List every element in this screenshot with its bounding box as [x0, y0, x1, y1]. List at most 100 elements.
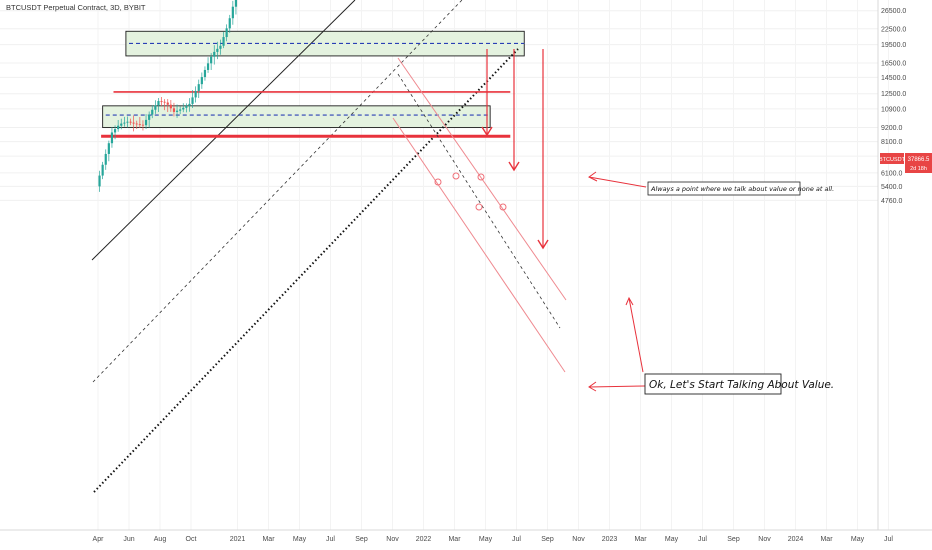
value-zone-box — [102, 105, 491, 129]
candle-body — [160, 101, 163, 102]
candle-body — [219, 45, 222, 49]
symbol-price-badge: BTCUSDT 37866.5 2d 18h — [879, 153, 932, 173]
callout-pointer-line — [588, 385, 646, 388]
time-axis[interactable]: Apr Jun Aug Oct 2021 Mar May Jul Sep Nov 2022 Mar Ma… — [93, 536, 894, 543]
candle-body — [172, 108, 176, 112]
target-arrow-head — [508, 161, 520, 172]
candle-body — [101, 164, 104, 176]
candle-body — [98, 175, 101, 187]
time-tick-label: Apr — [93, 536, 105, 543]
horizontal-levels — [101, 42, 525, 138]
time-tick-label: 2022 — [416, 536, 432, 543]
time-tick-label: Nov — [572, 536, 585, 543]
time-tick-label: Sep — [541, 536, 554, 543]
price-tick-label: 9200.0 — [881, 125, 903, 132]
candle-body — [203, 69, 207, 78]
symbol-badge-box — [880, 153, 904, 164]
time-tick-label: May — [851, 536, 865, 543]
price-tick-label: 6100.0 — [881, 170, 903, 177]
descending-channel-upper — [397, 57, 567, 301]
price-tick-label: 16500.0 — [881, 61, 906, 68]
time-tick-label: 2023 — [602, 536, 618, 543]
countdown-badge-text: 2d 18h — [910, 166, 927, 172]
time-tick-label: Nov — [758, 536, 771, 543]
annotation-callout-large: Ok, Let's Start Talking About Value. — [644, 373, 834, 395]
candle-body — [234, 0, 238, 7]
candle-body — [179, 109, 182, 111]
time-tick-label: Nov — [386, 536, 399, 543]
candle-body — [225, 28, 228, 38]
time-tick-label: May — [293, 536, 307, 543]
time-tick-label: 2024 — [788, 536, 804, 543]
candle-body — [216, 48, 219, 52]
time-tick-label: Sep — [727, 536, 740, 543]
candle-body — [132, 122, 135, 124]
time-tick-label: Jul — [326, 536, 335, 543]
candle-body — [191, 97, 194, 104]
candle-body — [104, 153, 107, 165]
price-badge-box — [905, 153, 932, 173]
time-tick-label: May — [665, 536, 679, 543]
time-tick-label: Oct — [186, 536, 197, 543]
annotation-box-large — [644, 373, 782, 395]
time-tick-label: Sep — [355, 536, 368, 543]
candle-body — [135, 123, 138, 125]
annotation-callout-small: Always a point where we talk about value… — [647, 181, 834, 196]
annotation-text-large: Ok, Let's Start Talking About Value. — [649, 379, 834, 391]
descending-channel-mid — [397, 73, 561, 329]
touch-point-marker — [499, 203, 507, 211]
candle-body — [126, 121, 129, 123]
time-tick-label: May — [479, 536, 493, 543]
touch-point-marker — [452, 172, 460, 180]
projection-drawings — [392, 49, 647, 392]
channel-mid-line — [92, 0, 463, 383]
price-tick-label: 10900.0 — [881, 106, 906, 113]
candle-body — [151, 109, 154, 115]
chart-title: BTCUSDT Perpetual Contract, 3D, BYBIT — [6, 3, 146, 12]
candle-body — [163, 101, 166, 103]
time-tick-label: Jul — [512, 536, 521, 543]
price-badge-text: 37866.5 — [908, 157, 930, 163]
candle-body — [148, 114, 151, 120]
candle-body — [123, 122, 126, 124]
callout-pointer-line — [628, 297, 644, 373]
candle-body — [210, 56, 213, 64]
target-arrow-head — [537, 239, 549, 250]
price-tick-label: 19500.0 — [881, 42, 906, 49]
candle-body — [169, 104, 172, 109]
annotation-box-small — [647, 181, 801, 196]
time-tick-label: Jul — [884, 536, 893, 543]
candle-body — [231, 6, 234, 19]
time-tick-label: Jul — [698, 536, 707, 543]
candle-body — [113, 129, 117, 133]
candle-body — [120, 123, 123, 126]
candle-body — [175, 110, 179, 112]
candle-body — [197, 84, 200, 91]
time-tick-label: 2021 — [230, 536, 246, 543]
annotation-text-small: Always a point where we talk about value… — [650, 185, 834, 193]
time-tick-label: Mar — [262, 536, 275, 543]
candle-body — [166, 102, 169, 105]
candle-body — [206, 63, 210, 70]
candle-body — [141, 124, 145, 126]
price-tick-label: 12500.0 — [881, 91, 906, 98]
callout-pointer-head — [588, 381, 597, 392]
touch-point-marker — [475, 203, 483, 211]
chart-grid — [0, 0, 889, 530]
candle-body — [185, 105, 188, 108]
candle-body — [194, 90, 197, 98]
candle-body — [154, 105, 157, 110]
time-tick-label: Mar — [634, 536, 647, 543]
time-tick-label: Mar — [820, 536, 833, 543]
candle-body — [144, 119, 148, 126]
price-tick-label: 4760.0 — [881, 198, 903, 205]
candle-body — [188, 103, 191, 106]
candle-body — [200, 77, 203, 85]
candle-body — [228, 18, 231, 29]
descending-channel-lower — [392, 117, 566, 373]
price-tick-label: 26500.0 — [881, 8, 906, 15]
target-arrow-head — [481, 126, 493, 137]
candle-body — [138, 124, 141, 126]
